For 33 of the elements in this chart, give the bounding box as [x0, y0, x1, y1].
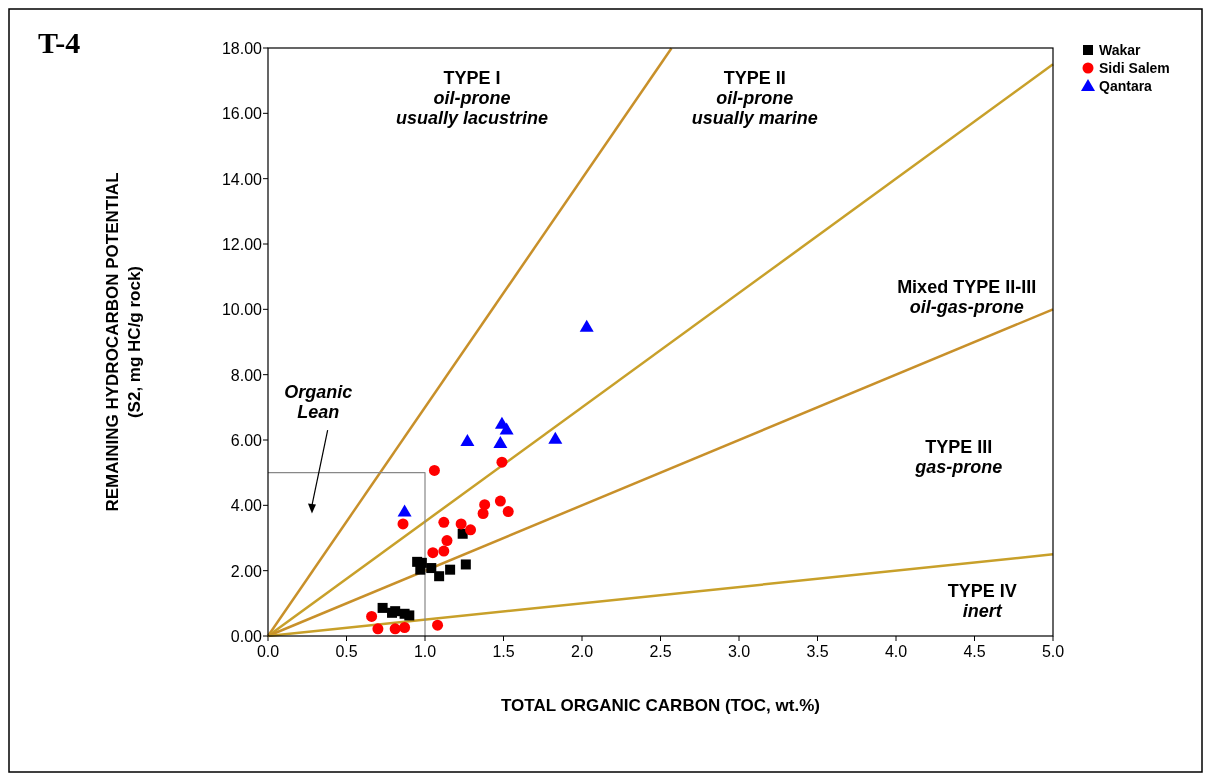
y-tick-label: 2.00	[230, 562, 263, 580]
y-tick-label: 14.00	[221, 170, 263, 188]
x-tick-label: 0.0	[256, 643, 280, 660]
legend-label: Wakar	[1099, 42, 1142, 58]
y-tick-label: 16.00	[221, 105, 263, 123]
x-tick-label: 4.5	[963, 643, 986, 660]
x-tick-label: 0.5	[335, 643, 358, 660]
y-tick-label: 18.00	[221, 40, 263, 57]
x-tick-label: 2.5	[649, 643, 672, 660]
x-tick-label: 1.5	[492, 643, 515, 660]
y-tick-label: 6.00	[230, 432, 263, 449]
annotation: TYPE III gas-prone	[914, 437, 1003, 478]
y-tick-label: 8.00	[230, 366, 263, 384]
legend-label: Qantara	[1099, 78, 1153, 94]
annotation: Mixed TYPE II-III oil-gas-prone	[897, 277, 1037, 317]
chart-title: T-4	[38, 26, 81, 59]
y-tick-label: 4.00	[230, 497, 263, 515]
x-tick-label: 2.0	[570, 643, 594, 660]
x-tick-label: 3.5	[806, 643, 829, 660]
y-tick-label: 10.00	[221, 301, 263, 319]
x-axis-title: TOTAL ORGANIC CARBON (TOC, wt.%)	[501, 696, 820, 715]
x-tick-label: 1.0	[413, 643, 437, 660]
x-tick-label: 5.0	[1041, 643, 1065, 660]
annotation: TYPE IV inert	[947, 580, 1017, 621]
annotation: Organic Lean	[284, 381, 353, 422]
x-tick-label: 3.0	[727, 643, 751, 660]
annotation: TYPE II oil-prone usually marine	[691, 67, 818, 128]
y-axis-title: REMAINING HYDROCARBON POTENTIAL (S2, mg HC/g rock)	[103, 172, 144, 512]
y-tick-label: 0.00	[230, 628, 263, 645]
y-tick-label: 12.00	[221, 236, 263, 253]
x-tick-label: 4.0	[884, 643, 908, 660]
annotation: TYPE I oil-prone usually lacustrine	[396, 67, 549, 128]
legend-label: Sidi Salem	[1099, 60, 1170, 76]
